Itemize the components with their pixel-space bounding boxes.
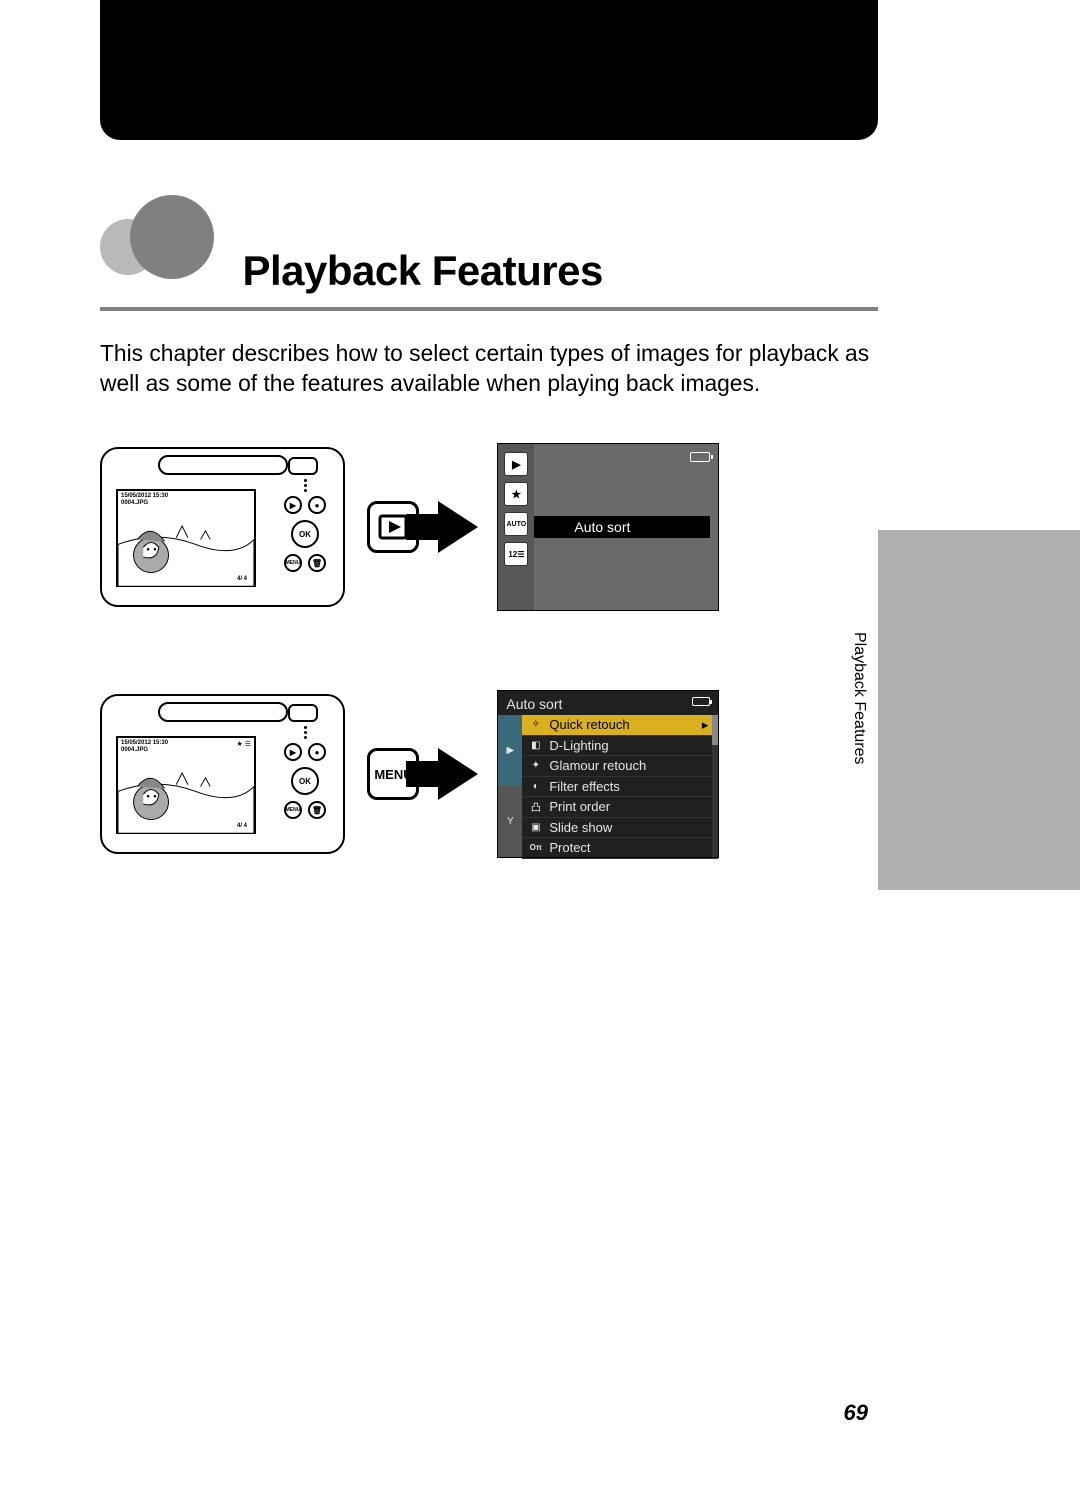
protect-icon: Oπ xyxy=(528,841,543,854)
diagram-row-playback: 15/05/2012 15:30 0004.JPG 4/ 4 ▶ ● OK MEN… xyxy=(100,443,850,613)
glamour-icon: ✦ xyxy=(528,759,543,772)
menu2-item-print: 凸 Print order xyxy=(522,797,718,818)
menu2-tab-setup: Y xyxy=(498,786,522,857)
menu2-item-slideshow: ▣ Slide show xyxy=(522,818,718,839)
lcd-counter: 4/ 4 xyxy=(234,574,250,583)
camera-btn-delete: 🗑 xyxy=(308,801,326,819)
menu-icon-favorite: ★ xyxy=(504,482,528,506)
chapter-heading: Playback Features xyxy=(100,195,878,311)
menu-icon-listbydate: 12☰ xyxy=(504,542,528,566)
page-number: 69 xyxy=(844,1400,868,1426)
menu2-scrollbar xyxy=(712,715,718,857)
side-tab-label: Playback Features xyxy=(850,632,868,765)
filter-icon: ◐ xyxy=(528,780,543,793)
arrow-icon xyxy=(438,748,478,800)
menu2-item-label: Filter effects xyxy=(549,779,620,794)
battery-icon xyxy=(690,452,710,462)
autosort-menu: Auto sort ▶ Y ✧Quick retouch▸ ◧D-Lightin… xyxy=(497,690,719,858)
lcd-counter: 4/ 4 xyxy=(234,821,250,830)
camera-btn-delete: 🗑 xyxy=(308,554,326,572)
menu2-item-label: Protect xyxy=(549,840,590,855)
playback-mode-menu: ▶ ★ AUTO 12☰ Auto sort xyxy=(497,443,719,611)
lcd-filename: 0004.JPG xyxy=(121,747,168,754)
menu2-item-protect: Oπ Protect xyxy=(522,838,718,859)
header-band xyxy=(100,0,878,140)
chapter-title: Playback Features xyxy=(242,247,602,295)
menu2-item-label: Glamour retouch xyxy=(549,758,646,773)
menu2-item-label: Slide show xyxy=(549,820,612,835)
camera-ok-dial: OK xyxy=(291,767,319,795)
menu2-title: Auto sort xyxy=(506,696,562,712)
diagram-row-menu: 15/05/2012 15:30 0004.JPG ★ ☰ 4/ 4 ▶ ● OK… xyxy=(100,690,850,860)
camera-btn-menu: MENU xyxy=(284,801,302,819)
camera-btn-playback: ▶ xyxy=(284,743,302,761)
menu2-item-glamour: ✦ Glamour retouch xyxy=(522,756,718,777)
menu-icon-playback: ▶ xyxy=(504,452,528,476)
menu-icon-autosort: AUTO xyxy=(504,512,528,536)
print-icon: 凸 xyxy=(528,800,543,813)
lcd-filename: 0004.JPG xyxy=(121,500,168,507)
menu2-item-label: D-Lighting xyxy=(549,738,608,753)
camera-btn-rec: ● xyxy=(308,743,326,761)
battery-icon xyxy=(692,697,710,706)
menu2-item-dlighting: ◧ D-Lighting xyxy=(522,736,718,757)
arrow-icon xyxy=(438,501,478,553)
camera-ok-dial: OK xyxy=(291,520,319,548)
menu-selected-item: Auto sort xyxy=(534,516,710,538)
camera-lcd: 15/05/2012 15:30 0004.JPG ★ ☰ 4/ 4 xyxy=(116,736,256,834)
camera-btn-rec: ● xyxy=(308,496,326,514)
chapter-bullet-icon xyxy=(100,195,220,295)
menu2-tab-play: ▶ xyxy=(498,715,522,786)
camera-lcd: 15/05/2012 15:30 0004.JPG 4/ 4 xyxy=(116,489,256,587)
thumb-index-tab xyxy=(878,530,1080,890)
lcd-autosort-badge: ★ ☰ xyxy=(237,740,252,748)
title-underline xyxy=(100,307,878,311)
camera-illustration: 15/05/2012 15:30 0004.JPG 4/ 4 ▶ ● OK MEN… xyxy=(100,447,345,607)
camera-btn-menu: MENU xyxy=(284,554,302,572)
chapter-intro: This chapter describes how to select cer… xyxy=(100,338,878,398)
menu2-item-quick-retouch: ✧Quick retouch▸ xyxy=(522,715,718,736)
menu2-list: ✧Quick retouch▸ ◧D-Lighting ✦Glamour ret… xyxy=(522,715,718,857)
menu-sidebar: ▶ ★ AUTO 12☰ xyxy=(498,444,534,610)
menu2-item-label: Quick retouch xyxy=(549,717,629,732)
retouch-icon: ✧ xyxy=(528,718,543,731)
dlighting-icon: ◧ xyxy=(528,739,543,752)
lcd-timestamp: 15/05/2012 15:30 xyxy=(121,493,168,500)
camera-illustration: 15/05/2012 15:30 0004.JPG ★ ☰ 4/ 4 ▶ ● OK… xyxy=(100,694,345,854)
menu2-item-filter: ◐ Filter effects xyxy=(522,777,718,798)
lcd-timestamp: 15/05/2012 15:30 xyxy=(121,740,168,747)
menu2-item-label: Print order xyxy=(549,799,610,814)
camera-btn-playback: ▶ xyxy=(284,496,302,514)
slideshow-icon: ▣ xyxy=(528,821,543,834)
